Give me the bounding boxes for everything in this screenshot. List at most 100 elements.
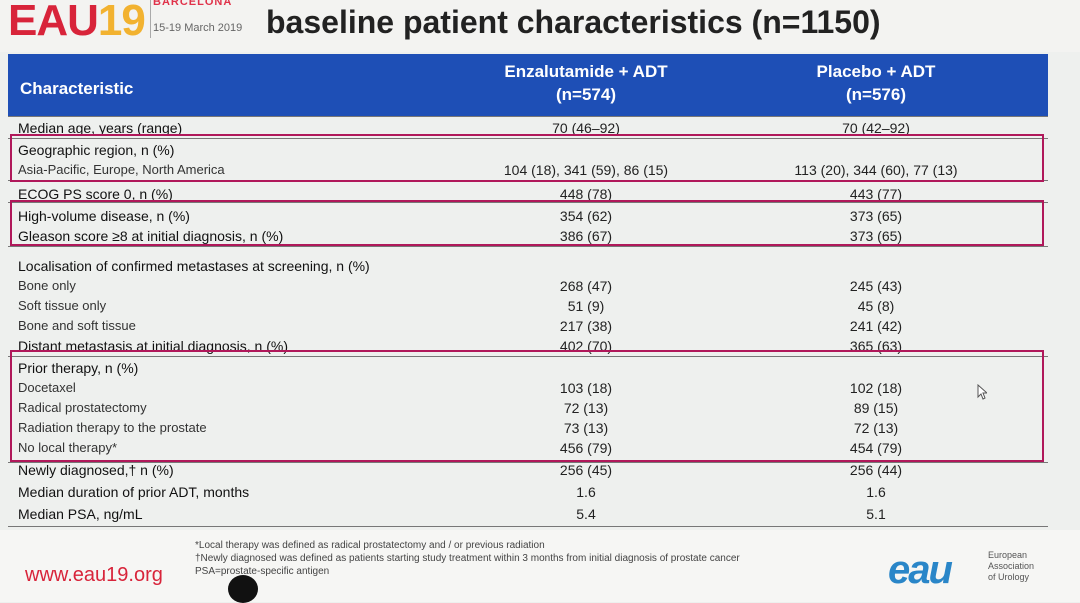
header-enzalutamide: Enzalutamide + ADT (n=574) (456, 60, 716, 106)
table-row: High-volume disease, n (%) 354 (62) 373 (6… (8, 206, 1048, 226)
table-row: Bone only 268 (47) 245 (43) (8, 276, 1048, 296)
table-header: Characteristic Enzalutamide + ADT (n=574… (8, 54, 1048, 116)
placebo-value: 5.1 (866, 506, 886, 522)
association-name-line3: of Urology (988, 572, 1030, 582)
placebo-value: 89 (15) (853, 400, 899, 416)
placebo-value: 373 (65) (849, 208, 903, 224)
table-row: Median PSA, ng/mL 5.4 5.1 (8, 504, 1048, 524)
row-label: Docetaxel (18, 380, 76, 395)
mouse-cursor-icon (977, 384, 987, 400)
table-row: Newly diagnosed,† n (%) 256 (45) 256 (44) (8, 460, 1048, 480)
row-label: Median PSA, ng/mL (18, 506, 143, 522)
speaker-head-silhouette (228, 575, 258, 603)
row-divider (8, 246, 1048, 247)
enzalutamide-value: 73 (13) (563, 420, 609, 436)
placebo-value: 70 (42–92) (842, 120, 910, 136)
association-name-line1: European (988, 550, 1028, 560)
row-divider (8, 462, 1048, 463)
enzalutamide-value: 104 (18), 341 (59), 86 (15) (503, 162, 669, 178)
enzalutamide-value: 217 (38) (559, 318, 613, 334)
enzalutamide-value: 5.4 (576, 506, 596, 522)
placebo-value: 245 (43) (849, 278, 903, 294)
header-characteristic: Characteristic (20, 79, 134, 98)
enzalutamide-value: 268 (47) (559, 278, 613, 294)
row-label: Geographic region, n (%) (18, 142, 175, 158)
characteristics-table: Characteristic Enzalutamide + ADT (n=574… (8, 54, 1048, 527)
placebo-value: 373 (65) (849, 228, 903, 244)
logo-year-text: 19 (97, 0, 146, 45)
enzalutamide-value: 70 (46–92) (552, 120, 620, 136)
table-row: Radical prostatectomy 72 (13) 89 (15) (8, 398, 1048, 418)
footnote-psa: PSA=prostate-specific antigen (195, 566, 330, 577)
header-placebo-name: Placebo + ADT (816, 62, 936, 81)
table-row: ECOG PS score 0, n (%) 448 (78) 443 (77) (8, 184, 1048, 204)
placebo-value: 1.6 (866, 484, 886, 500)
row-label: Localisation of confirmed metastases at … (18, 258, 370, 274)
highlight-box-region (10, 134, 1044, 182)
footnote-local-therapy: *Local therapy was defined as radical pr… (195, 540, 545, 551)
placebo-value: 454 (79) (849, 440, 903, 456)
row-label: Bone and soft tissue (18, 318, 136, 333)
table-row: Gleason score ≥8 at initial diagnosis, n… (8, 226, 1048, 246)
row-divider (8, 138, 1048, 139)
header-divider (150, 0, 151, 38)
eau-association-logo: eau (888, 548, 953, 592)
row-label: Median duration of prior ADT, months (18, 484, 250, 500)
row-label: No local therapy* (18, 440, 117, 455)
header-placebo-n: (n=576) (846, 85, 906, 104)
table-row: Median duration of prior ADT, months 1.6 1… (8, 482, 1048, 502)
slide-title: baseline patient characteristics (n=1150… (266, 4, 881, 40)
row-label: Bone only (18, 278, 76, 293)
row-label: Gleason score ≥8 at initial diagnosis, n… (18, 228, 284, 244)
row-label: Newly diagnosed,† n (%) (18, 462, 174, 478)
row-label: Soft tissue only (18, 298, 107, 313)
row-label: Radiation therapy to the prostate (18, 420, 207, 435)
table-row: Bone and soft tissue 217 (38) 241 (42) (8, 316, 1048, 336)
row-divider (8, 526, 1048, 527)
highlight-box-disease (10, 200, 1044, 246)
table-row: Localisation of confirmed metastases at … (8, 256, 1048, 276)
table-row: Docetaxel 103 (18) 102 (18) (8, 378, 1048, 398)
placebo-value: 113 (20), 344 (60), 77 (13) (794, 162, 958, 178)
table-row: Soft tissue only 51 (9) 45 (8) (8, 296, 1048, 316)
table-row: Median age, years (range) 70 (46–92) 70 (4… (8, 118, 1048, 138)
enzalutamide-value: 386 (67) (559, 228, 613, 244)
row-label: Median age, years (range) (18, 120, 183, 136)
header-enzalutamide-n: (n=574) (556, 85, 616, 104)
enzalutamide-value: 1.6 (576, 484, 596, 500)
row-divider (8, 202, 1048, 203)
highlight-box-prior-therapy (10, 350, 1044, 462)
logo-eau-text: EAU (8, 0, 99, 45)
congress-dates: 15-19 March 2019 (153, 22, 243, 34)
table-row: Asia-Pacific, Europe, North America 104 (… (8, 160, 1048, 180)
placebo-value: 72 (13) (853, 420, 899, 436)
row-label: ECOG PS score 0, n (%) (18, 186, 173, 202)
row-divider (8, 116, 1048, 117)
row-label: Asia-Pacific, Europe, North America (18, 162, 225, 177)
enzalutamide-value: 456 (79) (559, 440, 613, 456)
slide-footer: www.eau19.org *Local therapy was defined… (0, 530, 1080, 603)
table-row: Prior therapy, n (%) (8, 358, 1048, 378)
eau19-logo: EAU19 (8, 0, 146, 46)
enzalutamide-value: 72 (13) (563, 400, 609, 416)
row-divider (8, 356, 1048, 357)
enzalutamide-value: 448 (78) (559, 186, 613, 202)
header-enzalutamide-name: Enzalutamide + ADT (504, 62, 668, 81)
placebo-value: 102 (18) (849, 380, 903, 396)
congress-url[interactable]: www.eau19.org (25, 564, 163, 586)
row-label: High-volume disease, n (%) (18, 208, 190, 224)
placebo-value: 443 (77) (849, 186, 903, 202)
enzalutamide-value: 51 (9) (567, 298, 605, 314)
row-label: Radical prostatectomy (18, 400, 147, 415)
enzalutamide-value: 256 (45) (559, 462, 613, 478)
table-row: Radiation therapy to the prostate 73 (13)… (8, 418, 1048, 438)
congress-city: BARCELONA (153, 0, 233, 8)
slide-header: EAU19 BARCELONA 15-19 March 2019 baselin… (0, 0, 1080, 52)
enzalutamide-value: 354 (62) (559, 208, 613, 224)
placebo-value: 241 (42) (849, 318, 903, 334)
footnote-newly-diagnosed: †Newly diagnosed was defined as patients… (195, 553, 740, 564)
placebo-value: 45 (8) (857, 298, 895, 314)
association-name-line2: Association (988, 561, 1035, 571)
row-label: Prior therapy, n (%) (18, 360, 139, 376)
header-placebo: Placebo + ADT (n=576) (746, 60, 1006, 106)
